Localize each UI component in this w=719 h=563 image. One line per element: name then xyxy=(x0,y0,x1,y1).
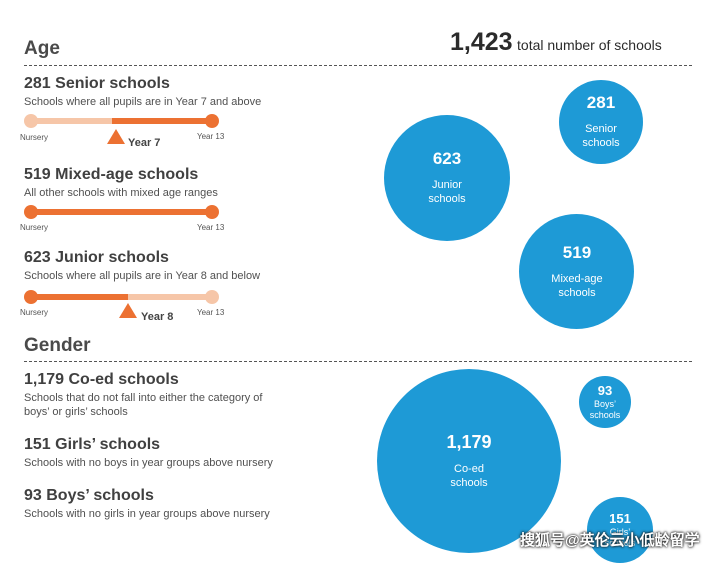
senior-bar-inactive xyxy=(32,118,112,124)
boys-bubble-label: Boys’ schools xyxy=(589,398,621,420)
junior-marker-label: Year 8 xyxy=(141,311,174,323)
mixed-bar-active xyxy=(32,209,212,215)
girls-bubble: 151 Girls’ schools xyxy=(587,497,653,563)
senior-marker-label: Year 7 xyxy=(128,137,161,149)
senior-bubble-value: 281 xyxy=(586,93,616,113)
coed-title: 1,179 Co-ed schools xyxy=(24,371,179,388)
mixed-bubble-value: 519 xyxy=(562,243,592,263)
junior-bubble: 623 Junior schools xyxy=(384,115,510,241)
boys-desc: Schools with no girls in year groups abo… xyxy=(24,508,270,520)
coed-desc-line1: Schools that do not fall into either the… xyxy=(24,392,263,404)
girls-desc: Schools with no boys in year groups abov… xyxy=(24,457,273,469)
gender-divider xyxy=(24,361,692,362)
junior-title: 623 Junior schools xyxy=(24,249,169,266)
senior-right-label: Year 13 xyxy=(197,132,225,141)
mixed-bubble-label: Mixed-age schools xyxy=(551,273,603,299)
watermark-text: 搜狐号@英伦云小低龄留学 xyxy=(520,532,700,549)
mixed-left-label: Nursery xyxy=(20,223,49,232)
age-divider xyxy=(24,65,692,66)
boys-bubble: 93 Boys’ schools xyxy=(579,376,631,428)
boys-bubble-value: 93 xyxy=(597,382,613,398)
junior-right-label: Year 13 xyxy=(197,308,225,317)
senior-left-label: Nursery xyxy=(20,133,49,142)
senior-start-dot xyxy=(24,114,38,128)
coed-bubble-value: 1,179 xyxy=(446,431,492,452)
gender-section-title: Gender xyxy=(24,335,91,356)
senior-desc: Schools where all pupils are in Year 7 a… xyxy=(24,96,262,108)
mixed-start-dot xyxy=(24,205,38,219)
girls-title: 151 Girls’ schools xyxy=(24,436,161,453)
senior-bar-active xyxy=(112,118,212,124)
junior-bar-inactive xyxy=(128,294,212,300)
boys-title: 93 Boys’ schools xyxy=(24,487,154,504)
senior-bubble: 281 Senior schools xyxy=(558,79,644,165)
mixed-bubble: 519 Mixed-age schools xyxy=(519,214,635,330)
senior-bubble-label: Senior schools xyxy=(582,123,620,149)
senior-title: 281 Senior schools xyxy=(24,75,170,92)
mixed-right-label: Year 13 xyxy=(197,223,225,232)
senior-marker-icon xyxy=(107,129,125,144)
junior-desc: Schools where all pupils are in Year 8 a… xyxy=(24,270,261,282)
total-value: 1,423 xyxy=(450,28,513,56)
senior-end-dot xyxy=(205,114,219,128)
girls-bubble-value: 151 xyxy=(609,510,631,526)
junior-left-label: Nursery xyxy=(20,308,49,317)
coed-bubble: 1,179 Co-ed schools xyxy=(377,369,561,553)
mixed-desc: All other schools with mixed age ranges xyxy=(24,187,218,199)
girls-bubble-label: Girls’ schools xyxy=(604,526,636,548)
junior-bar-active xyxy=(32,294,128,300)
junior-bubble-value: 623 xyxy=(432,149,462,169)
mixed-title: 519 Mixed-age schools xyxy=(24,166,199,183)
age-section-title: Age xyxy=(24,38,60,59)
coed-desc-line2: boys’ or girls’ schools xyxy=(24,406,128,418)
junior-end-dot xyxy=(205,290,219,304)
junior-start-dot xyxy=(24,290,38,304)
coed-bubble-label: Co-ed schools xyxy=(450,462,488,489)
mixed-end-dot xyxy=(205,205,219,219)
total-schools: 1,423 total number of schools xyxy=(450,28,662,57)
total-label: total number of schools xyxy=(517,37,662,53)
junior-marker-icon xyxy=(119,303,137,318)
junior-bubble-label: Junior schools xyxy=(428,179,466,205)
